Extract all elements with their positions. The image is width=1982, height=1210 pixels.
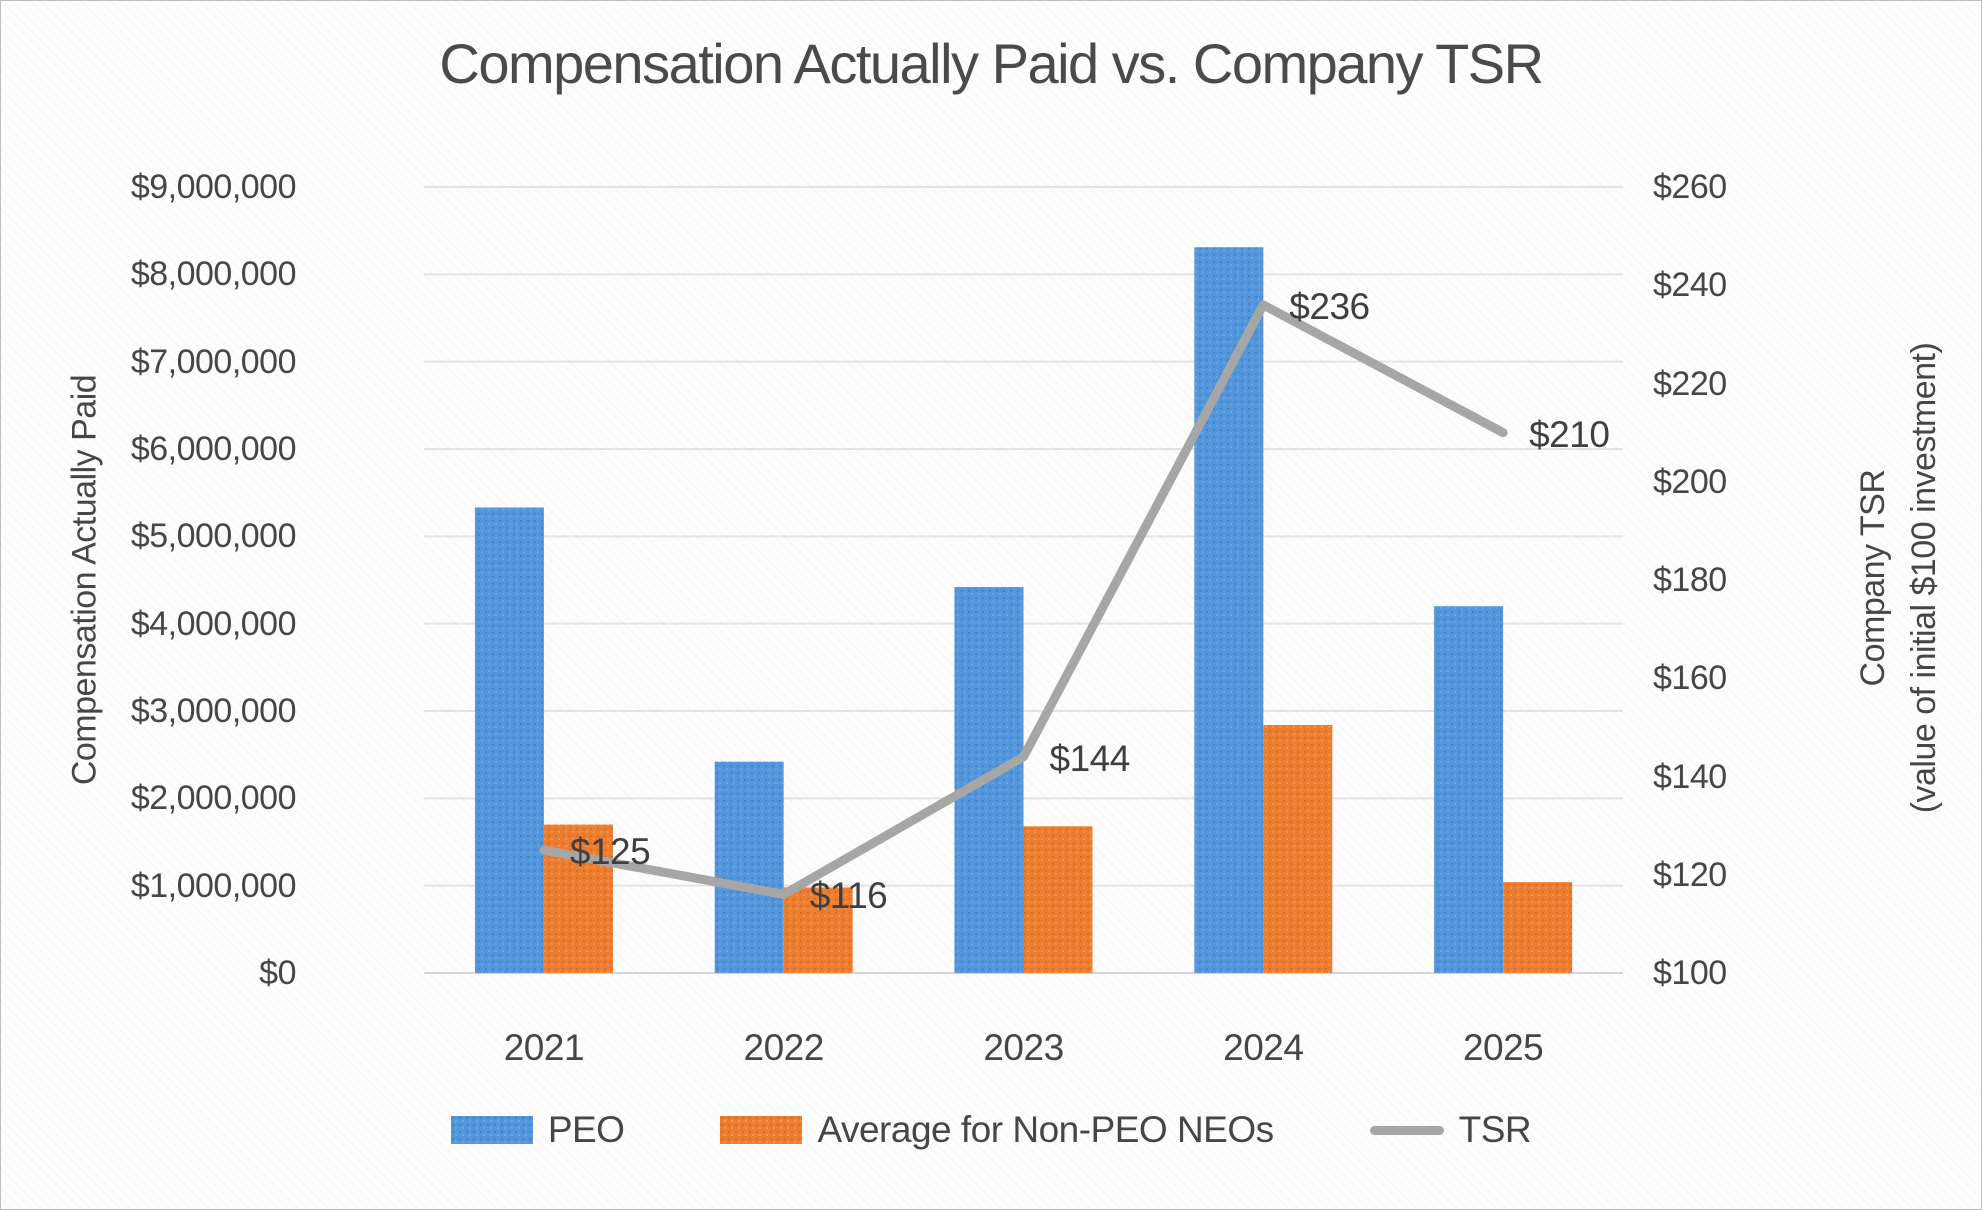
- legend-item-nonpeo: Average for Non-PEO NEOs: [720, 1109, 1274, 1151]
- y-axis-right-tick-label: $200: [1653, 462, 1727, 501]
- y-axis-right-tick-label: $140: [1653, 757, 1727, 796]
- y-axis-left-tick-label: $2,000,000: [130, 779, 297, 818]
- y-axis-left-tick-label: $5,000,000: [130, 517, 297, 556]
- tsr-data-label-2021: $125: [569, 831, 651, 873]
- legend-item-peo: PEO: [450, 1109, 625, 1151]
- peo-swatch-icon: [450, 1116, 533, 1144]
- legend-label-tsr: TSR: [1458, 1109, 1532, 1150]
- tsr-data-label-2022: $116: [809, 875, 888, 917]
- y-axis-left-tick-label: $9,000,000: [130, 168, 297, 206]
- x-axis-tick-label-2024: 2024: [1223, 1027, 1304, 1068]
- tsr-data-label-2025: $210: [1529, 413, 1610, 455]
- tsr-line-swatch-icon: [1369, 1125, 1444, 1135]
- y-axis-right-tick-label: $160: [1653, 659, 1727, 698]
- bar-peo-2024: [1194, 247, 1264, 973]
- x-axis-tick-label-2021: 2021: [503, 1027, 585, 1068]
- tsr-data-label-2024: $236: [1289, 285, 1370, 327]
- x-axis-tick-label-2022: 2022: [743, 1027, 825, 1068]
- y-axis-left-tick-label: $1,000,000: [130, 866, 297, 905]
- bar-nonpeo-2022: [783, 887, 853, 973]
- y-axis-right-tick-label: $220: [1653, 364, 1727, 403]
- y-axis-left-tick-label: $3,000,000: [130, 692, 297, 730]
- legend-label-nonpeo: Average for Non-PEO NEOs: [817, 1109, 1274, 1150]
- tsr-line: [539, 300, 1508, 899]
- bar-peo-2025: [1434, 606, 1504, 973]
- x-axis-tick-label-2025: 2025: [1462, 1027, 1544, 1068]
- bars: [474, 247, 1573, 973]
- bar-nonpeo-2023: [1023, 826, 1093, 973]
- nonpeo-swatch-icon: [720, 1116, 803, 1144]
- y-axis-right-tick-label: $180: [1653, 561, 1727, 599]
- bar-peo-2022: [714, 761, 784, 973]
- y-axis-left-tick-label: $7,000,000: [130, 342, 297, 381]
- bar-peo-2021: [474, 507, 544, 973]
- y-axis-left-tick-label: $8,000,000: [130, 255, 297, 294]
- chart-title: Compensation Actually Paid vs. Company T…: [439, 32, 1544, 95]
- tsr-line-group: [539, 300, 1508, 899]
- tsr-data-label-2023: $144: [1049, 737, 1131, 779]
- y-axis-right-tick-label: $260: [1653, 168, 1727, 206]
- legend-label-peo: PEO: [547, 1109, 625, 1150]
- bar-nonpeo-2024: [1263, 724, 1333, 973]
- y-axis-right-tick-label: $120: [1653, 855, 1727, 894]
- legend-item-tsr: TSR: [1369, 1109, 1532, 1151]
- x-axis-tick-label-2023: 2023: [983, 1027, 1064, 1068]
- y-axis-left-tick-label: $4,000,000: [130, 604, 297, 643]
- y-axis-right-tick-label: $240: [1653, 266, 1727, 305]
- y-axis-left-tick-label: $0: [259, 954, 296, 992]
- y-axis-right-tick-label: $100: [1653, 954, 1727, 992]
- y-axis-left-tick-label: $6,000,000: [130, 430, 297, 468]
- bar-nonpeo-2025: [1503, 882, 1573, 973]
- legend: PEO Average for Non-PEO NEOs TSR: [1, 1109, 1981, 1151]
